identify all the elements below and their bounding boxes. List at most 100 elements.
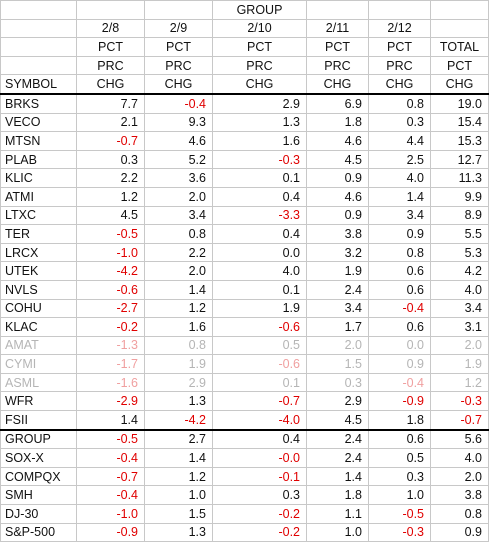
- pct-change-cell: -2.9: [76, 391, 145, 412]
- table-row: COHU -2.7 1.2 1.9 3.4 -0.4 3.4: [0, 298, 489, 319]
- header-blank: [0, 55, 77, 76]
- prc-header: PRC: [368, 55, 431, 76]
- pct-change-cell: 2.4: [306, 279, 369, 300]
- pct-change-cell: 0.6: [368, 317, 431, 337]
- pct-change-cell: 6.9: [306, 93, 369, 114]
- total-cell: 19.0: [430, 93, 489, 114]
- pct-change-cell: -0.5: [76, 428, 145, 450]
- table-row: FSII 1.4 -4.2 -4.0 4.5 1.8 -0.7: [0, 410, 489, 431]
- pct-change-cell: 3.4: [306, 298, 369, 319]
- pct-change-cell: 1.6: [144, 317, 213, 337]
- date-header: 2/11: [306, 18, 369, 39]
- total-cell: 0.8: [430, 504, 489, 524]
- symbol-cell: WFR: [0, 391, 77, 412]
- table-row: MTSN -0.7 4.6 1.6 4.6 4.4 15.3: [0, 131, 489, 151]
- pct-change-cell: -0.4: [368, 372, 431, 393]
- table-row: COMPQX -0.7 1.2 -0.1 1.4 0.3 2.0: [0, 466, 489, 487]
- pct-change-cell: 1.2: [76, 186, 145, 207]
- pct-change-cell: 0.9: [306, 205, 369, 226]
- header-blank: [144, 0, 213, 20]
- date-header: 2/12: [368, 18, 431, 39]
- pct-change-cell: 4.6: [306, 131, 369, 151]
- symbol-cell: PLAB: [0, 149, 77, 170]
- symbol-cell: CYMI: [0, 354, 77, 374]
- pct-change-cell: -0.4: [144, 93, 213, 114]
- symbol-cell: ASML: [0, 372, 77, 393]
- pct-change-cell: 3.8: [306, 224, 369, 244]
- header-blank: [0, 18, 77, 39]
- pct-change-cell: -0.2: [212, 504, 307, 524]
- total-header: TOTAL: [430, 37, 489, 57]
- pct-change-cell: 0.1: [212, 279, 307, 300]
- pct-change-cell: 4.5: [306, 410, 369, 431]
- symbol-cell: LRCX: [0, 242, 77, 263]
- chg-header: CHG: [144, 74, 213, 95]
- pct-change-cell: -0.2: [212, 522, 307, 542]
- pct-change-cell: 0.4: [212, 186, 307, 207]
- pct-change-cell: 3.4: [144, 205, 213, 226]
- pct-change-cell: 0.6: [368, 428, 431, 450]
- prc-header: PRC: [212, 55, 307, 76]
- total-cell: 2.0: [430, 466, 489, 487]
- pct-change-cell: 3.4: [368, 205, 431, 226]
- pct-change-cell: 0.1: [212, 372, 307, 393]
- pct-change-cell: 0.0: [368, 335, 431, 356]
- pct-change-cell: -1.0: [76, 242, 145, 263]
- pct-change-cell: 0.3: [306, 372, 369, 393]
- table-row: UTEK -4.2 2.0 4.0 1.9 0.6 4.2: [0, 261, 489, 281]
- pct-change-cell: 1.5: [144, 504, 213, 524]
- total-cell: 2.0: [430, 335, 489, 356]
- pct-change-cell: -0.3: [368, 522, 431, 542]
- pct-change-cell: 1.4: [76, 410, 145, 431]
- pct-change-cell: -0.7: [76, 466, 145, 487]
- pct-change-cell: -0.3: [212, 149, 307, 170]
- pct-change-cell: 2.9: [212, 93, 307, 114]
- symbol-cell: MTSN: [0, 131, 77, 151]
- pct-change-cell: -0.0: [212, 448, 307, 468]
- chg-header: CHG: [368, 74, 431, 95]
- symbol-cell: KLIC: [0, 168, 77, 188]
- table-row: WFR -2.9 1.3 -0.7 2.9 -0.9 -0.3: [0, 391, 489, 412]
- pct-change-cell: 1.3: [144, 522, 213, 542]
- pct-change-cell: 1.8: [306, 485, 369, 506]
- table-row: TER -0.5 0.8 0.4 3.8 0.9 5.5: [0, 224, 489, 244]
- prc-header: PRC: [144, 55, 213, 76]
- table-row: SMH -0.4 1.0 0.3 1.8 1.0 3.8: [0, 485, 489, 506]
- pct-change-cell: 4.4: [368, 131, 431, 151]
- total-cell: -0.7: [430, 410, 489, 431]
- pct-change-cell: 0.8: [368, 93, 431, 114]
- pct-change-cell: 1.0: [368, 485, 431, 506]
- pct-change-cell: 2.0: [144, 261, 213, 281]
- chg-header: CHG: [212, 74, 307, 95]
- table-row: S&P-500 -0.9 1.3 -0.2 1.0 -0.3 0.9: [0, 522, 489, 542]
- pct-change-cell: 7.7: [76, 93, 145, 114]
- pct-change-cell: 2.9: [144, 372, 213, 393]
- pct-change-cell: -0.1: [212, 466, 307, 487]
- header-blank: [306, 0, 369, 20]
- table-row: KLAC -0.2 1.6 -0.6 1.7 0.6 3.1: [0, 317, 489, 337]
- pct-change-cell: 0.5: [212, 335, 307, 356]
- pct-change-cell: -0.2: [76, 317, 145, 337]
- total-cell: 1.2: [430, 372, 489, 393]
- total-cell: 9.9: [430, 186, 489, 207]
- table-row: LTXC 4.5 3.4 -3.3 0.9 3.4 8.9: [0, 205, 489, 226]
- pct-change-cell: 1.4: [144, 279, 213, 300]
- pct-change-cell: -0.7: [76, 131, 145, 151]
- pct-change-cell: 0.1: [212, 168, 307, 188]
- pct-change-cell: 1.5: [306, 354, 369, 374]
- pct-change-cell: 0.4: [212, 224, 307, 244]
- pct-change-cell: 2.4: [306, 448, 369, 468]
- pct-change-cell: 1.9: [212, 298, 307, 319]
- pct-change-cell: 4.6: [144, 131, 213, 151]
- pct-header: PCT: [76, 37, 145, 57]
- pct-change-cell: 0.9: [368, 224, 431, 244]
- pct-change-cell: 4.6: [306, 186, 369, 207]
- total-cell: 15.3: [430, 131, 489, 151]
- table-row: VECO 2.1 9.3 1.3 1.8 0.3 15.4: [0, 112, 489, 133]
- chg-header: CHG: [306, 74, 369, 95]
- pct-change-cell: 0.3: [368, 112, 431, 133]
- symbol-cell: ATMI: [0, 186, 77, 207]
- pct-change-cell: 1.0: [306, 522, 369, 542]
- date-header: 2/10: [212, 18, 307, 39]
- total-cell: 0.9: [430, 522, 489, 542]
